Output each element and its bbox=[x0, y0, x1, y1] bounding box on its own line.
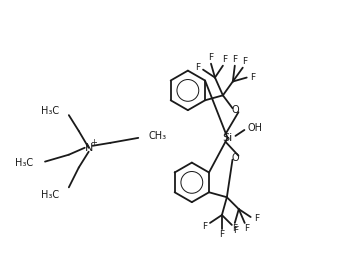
Text: O: O bbox=[232, 105, 239, 115]
Text: CH₃: CH₃ bbox=[148, 131, 166, 141]
Text: Si: Si bbox=[222, 133, 233, 143]
Text: F: F bbox=[233, 226, 238, 235]
Text: H₃C: H₃C bbox=[41, 190, 59, 200]
Text: F: F bbox=[254, 214, 259, 224]
Text: F: F bbox=[202, 223, 208, 231]
Text: F: F bbox=[232, 224, 237, 233]
Text: F: F bbox=[222, 55, 227, 64]
Text: OH: OH bbox=[247, 123, 262, 133]
Text: N: N bbox=[84, 143, 93, 153]
Text: O: O bbox=[232, 153, 239, 163]
Text: F: F bbox=[208, 53, 213, 62]
Text: H₃C: H₃C bbox=[15, 157, 33, 168]
Text: F: F bbox=[232, 55, 237, 64]
Text: +: + bbox=[90, 138, 97, 147]
Text: F: F bbox=[242, 57, 247, 66]
Text: F: F bbox=[196, 63, 201, 72]
Text: H₃C: H₃C bbox=[41, 106, 59, 116]
Text: F: F bbox=[250, 73, 255, 82]
Text: F: F bbox=[244, 224, 249, 233]
Text: F: F bbox=[219, 230, 224, 239]
